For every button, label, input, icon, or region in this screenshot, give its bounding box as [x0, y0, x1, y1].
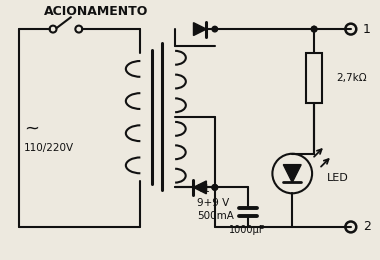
Circle shape [212, 185, 218, 190]
Circle shape [212, 26, 218, 32]
Text: 1: 1 [363, 23, 370, 36]
Circle shape [311, 26, 317, 32]
Text: 110/220V: 110/220V [24, 143, 74, 153]
Text: 1000μF: 1000μF [230, 225, 266, 235]
Text: 2: 2 [363, 220, 370, 233]
Bar [306, 53, 322, 103]
Text: LED: LED [327, 173, 349, 184]
Text: 2,7kΩ: 2,7kΩ [336, 73, 367, 83]
Polygon shape [193, 181, 206, 194]
Circle shape [212, 185, 218, 190]
Polygon shape [193, 23, 206, 36]
Polygon shape [283, 165, 301, 183]
Text: ACIONAMENTO: ACIONAMENTO [43, 5, 148, 18]
Circle shape [311, 26, 317, 32]
Text: ~: ~ [24, 119, 39, 137]
Text: T1
9+9 V
500mA: T1 9+9 V 500mA [197, 184, 234, 221]
